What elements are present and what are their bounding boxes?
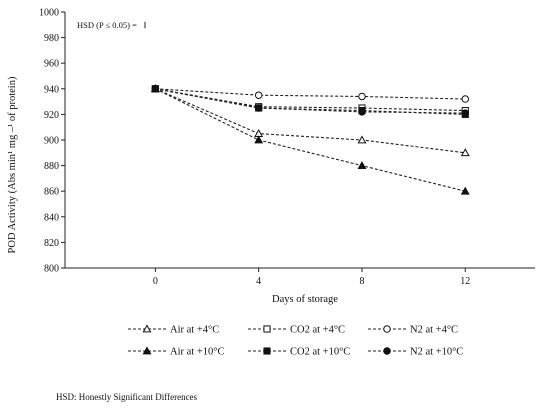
data-point (142, 346, 152, 355)
series-line (155, 88, 466, 154)
hsd-annotation: HSD (P ≤ 0.05) = (77, 20, 146, 30)
data-point (263, 325, 271, 333)
data-point (357, 160, 367, 169)
y-tick-label: 860 (44, 187, 59, 198)
series-line (155, 88, 466, 100)
y-tick-label: 820 (44, 238, 59, 249)
legend-label: Air at +10°C (170, 347, 224, 358)
data-point (151, 85, 160, 93)
series-3 (151, 85, 470, 103)
legend-label: Air at +4°C (170, 325, 219, 336)
data-point (460, 186, 470, 195)
legend-label: N2 at +4°C (410, 325, 458, 336)
legend-item: N2 at +4°C (368, 325, 458, 336)
data-point (254, 91, 263, 99)
series-line (155, 88, 466, 192)
hsd-label: HSD (P ≤ 0.05) = (77, 20, 137, 30)
legend-item: CO2 at +4°C (248, 325, 345, 336)
y-tick-label: 880 (44, 161, 59, 172)
legend-label: CO2 at +10°C (290, 347, 350, 358)
data-point (383, 347, 391, 355)
legend-item: CO2 at +10°C (248, 347, 350, 358)
y-tick-label: 960 (44, 59, 59, 70)
y-axis: 800 820 840 860 880 900 920 940 960 980 1000 (39, 8, 66, 275)
data-point (357, 135, 367, 144)
legend-item: Air at +4°C (128, 324, 219, 336)
data-point (358, 92, 366, 101)
data-point (358, 108, 366, 116)
data-point (254, 104, 263, 112)
y-tick-label: 1000 (39, 8, 59, 19)
y-tick-label: 980 (44, 33, 59, 44)
legend-item: N2 at +10°C (368, 347, 463, 358)
series-layer (150, 84, 470, 195)
legend: Air at +4°C CO2 at +4°C N2 at +4°C Air at +… (128, 324, 463, 358)
data-point (461, 95, 470, 103)
x-axis-title: Days of storage (272, 294, 338, 305)
data-point (461, 109, 470, 117)
y-tick-label: 920 (44, 110, 59, 121)
y-axis-title: POD Activity (Abs min¹ mg –¹ of protein) (7, 76, 18, 253)
data-point (142, 324, 152, 333)
x-axis: 0 4 8 12 (65, 267, 535, 287)
series-line (155, 88, 466, 114)
y-tick-label: 940 (44, 84, 59, 95)
y-tick-label: 900 (44, 136, 59, 147)
legend-label: CO2 at +4°C (290, 325, 345, 336)
series-4 (150, 84, 470, 195)
data-point (263, 347, 271, 355)
x-tick-label: 8 (359, 276, 364, 287)
data-point (383, 325, 391, 333)
x-tick-label: 4 (256, 276, 261, 287)
x-tick-label: 0 (153, 276, 158, 287)
series-6 (151, 85, 470, 117)
data-point (254, 135, 264, 144)
legend-label: N2 at +10°C (410, 347, 463, 358)
legend-item: Air at +10°C (128, 346, 224, 358)
series-line (155, 88, 466, 115)
series-line (155, 88, 466, 112)
y-tick-label: 800 (44, 264, 59, 275)
x-tick-label: 12 (460, 276, 470, 287)
data-point (460, 148, 470, 157)
y-tick-label: 840 (44, 212, 59, 223)
footnote: HSD: Honestly Significant Differences (56, 392, 198, 402)
